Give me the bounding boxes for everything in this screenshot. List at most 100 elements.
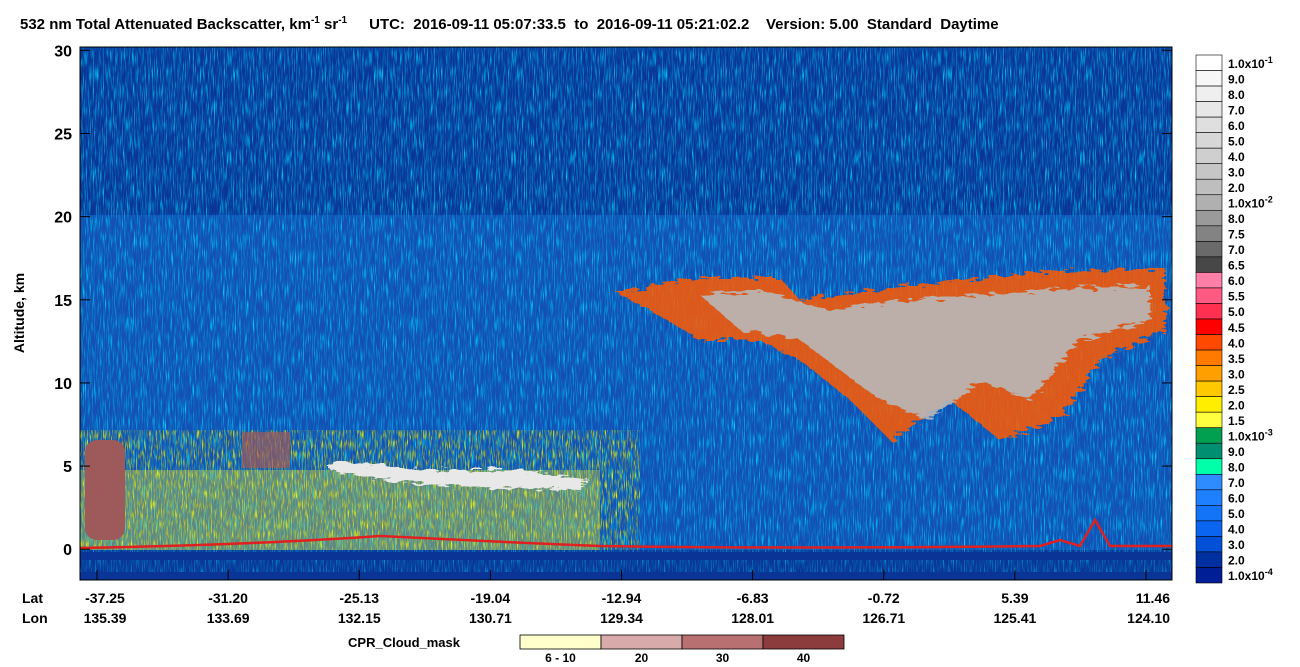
colorbar-label: 6.0 <box>1228 119 1245 133</box>
colorbar-swatch <box>1195 178 1223 196</box>
colorbar-swatch <box>1195 520 1223 537</box>
lat-tick-label: -31.20 <box>208 590 248 606</box>
lat-label: Lat <box>22 590 43 606</box>
colorbar-swatch <box>1195 256 1223 273</box>
colorbar-swatch <box>1195 101 1223 118</box>
cpr-swatch <box>519 634 602 650</box>
colorbar-label: 5.0 <box>1228 134 1245 148</box>
colorbar-label: 8.0 <box>1228 461 1245 475</box>
colorbar-swatch <box>1195 209 1223 227</box>
colorbar-swatch <box>1195 536 1223 553</box>
colorbar-label: 9.0 <box>1228 72 1245 86</box>
y-tick-label: 15 <box>54 293 72 310</box>
lat-tick-label: -37.25 <box>85 590 125 606</box>
colorbar-label: 2.0 <box>1228 398 1245 412</box>
colorbar-label: 7.0 <box>1228 103 1245 117</box>
cpr-label: 6 - 10 <box>545 651 576 665</box>
colorbar-swatch <box>1195 458 1223 475</box>
colorbar-label: 5.5 <box>1228 290 1245 304</box>
cpr-swatch <box>600 634 683 650</box>
lon-label: Lon <box>22 610 48 626</box>
lon-tick-label: 129.34 <box>600 610 643 626</box>
colorbar-swatch <box>1195 116 1223 133</box>
colorbar-label: 2.5 <box>1228 383 1245 397</box>
cpr-label: 30 <box>716 651 730 665</box>
colorbar-label-base: 1.0x10 <box>1228 569 1265 583</box>
cpr-label: 20 <box>635 651 649 665</box>
lon-tick-label: 130.71 <box>469 610 512 626</box>
colorbar-swatch <box>1195 334 1223 351</box>
cpr-swatch <box>681 634 764 650</box>
colorbar-swatch <box>1195 132 1223 149</box>
colorbar-label: 6.0 <box>1228 274 1245 288</box>
lon-tick-label: 128.01 <box>731 610 774 626</box>
lon-tick-label: 132.15 <box>338 610 381 626</box>
y-tick-label: 10 <box>54 376 72 393</box>
colorbar-swatch <box>1195 396 1223 413</box>
chart-title: 532 nm Total Attenuated Backscatter, km-… <box>20 15 999 33</box>
colorbar-label: 1.0x10-3 <box>1228 427 1273 443</box>
colorbar-label: 9.0 <box>1228 445 1245 459</box>
colorbar-label: 8.0 <box>1228 88 1245 102</box>
lat-tick-label: 11.46 <box>1136 590 1170 606</box>
colorbar-label: 1.5 <box>1228 414 1245 428</box>
colorbar-swatch <box>1195 411 1223 429</box>
colorbar-label: 1.0x10-4 <box>1228 567 1273 583</box>
y-tick-label: 0 <box>63 542 72 559</box>
colorbar-swatch <box>1195 147 1223 165</box>
colorbar-label: 6.5 <box>1228 259 1245 273</box>
colorbar-swatch <box>1195 70 1223 87</box>
colorbar-label-exponent: -4 <box>1265 567 1273 577</box>
colorbar-label: 7.5 <box>1228 228 1245 242</box>
colorbar-label: 3.0 <box>1228 367 1245 381</box>
colorbar-swatch <box>1195 194 1223 211</box>
backscatter-image <box>80 47 1172 580</box>
colorbar-swatch <box>1195 85 1223 102</box>
colorbar-label: 7.0 <box>1228 243 1245 257</box>
colorbar-label-exponent: -1 <box>1265 55 1273 65</box>
colorbar-label: 4.0 <box>1228 523 1245 537</box>
y-axis-label: Altitude, km <box>11 273 27 353</box>
colorbar-label-exponent: -3 <box>1265 427 1273 437</box>
colorbar-label: 1.0x10-2 <box>1228 195 1273 211</box>
colorbar-swatch <box>1195 505 1223 522</box>
cpr-title: CPR_Cloud_mask <box>348 635 461 650</box>
colorbar-swatch <box>1195 489 1223 506</box>
colorbar-swatch <box>1195 427 1223 444</box>
colorbar-swatch <box>1195 241 1223 258</box>
colorbar-label-base: 1.0x10 <box>1228 57 1265 71</box>
colorbar-swatch <box>1195 272 1223 289</box>
colorbar-swatch <box>1195 287 1223 304</box>
colorbar-swatch <box>1195 303 1223 320</box>
lon-tick-label: 126.71 <box>862 610 905 626</box>
colorbar-swatch <box>1195 442 1223 460</box>
colorbar-label: 1.0x10-1 <box>1228 55 1273 71</box>
colorbar-label: 6.0 <box>1228 492 1245 506</box>
colorbar-label: 5.0 <box>1228 305 1245 319</box>
lat-tick-label: -0.72 <box>868 590 900 606</box>
y-tick-label: 5 <box>63 459 72 476</box>
y-tick-label: 25 <box>54 126 72 143</box>
colorbar-label: 3.0 <box>1228 165 1245 179</box>
colorbar-label-base: 1.0x10 <box>1228 197 1265 211</box>
colorbar-label: 4.0 <box>1228 336 1245 350</box>
lat-tick-label: -6.83 <box>737 590 769 606</box>
colorbar-swatch <box>1195 365 1223 382</box>
y-tick-label: 20 <box>54 210 72 227</box>
colorbar-swatch <box>1195 54 1223 71</box>
colorbar-label: 2.0 <box>1228 554 1245 568</box>
lon-tick-label: 125.41 <box>993 610 1036 626</box>
colorbar-label: 7.0 <box>1228 476 1245 490</box>
lon-tick-label: 124.10 <box>1127 610 1170 626</box>
colorbar-label: 4.5 <box>1228 321 1245 335</box>
colorbar-swatch <box>1195 349 1223 366</box>
colorbar-label: 3.5 <box>1228 352 1245 366</box>
cpr-label: 40 <box>797 651 811 665</box>
lon-tick-label: 133.69 <box>207 610 250 626</box>
colorbar-label: 2.0 <box>1228 181 1245 195</box>
colorbar-label-exponent: -2 <box>1265 195 1273 205</box>
colorbar-label: 4.0 <box>1228 150 1245 164</box>
plot-frame <box>79 46 1173 581</box>
lat-tick-label: -25.13 <box>339 590 379 606</box>
